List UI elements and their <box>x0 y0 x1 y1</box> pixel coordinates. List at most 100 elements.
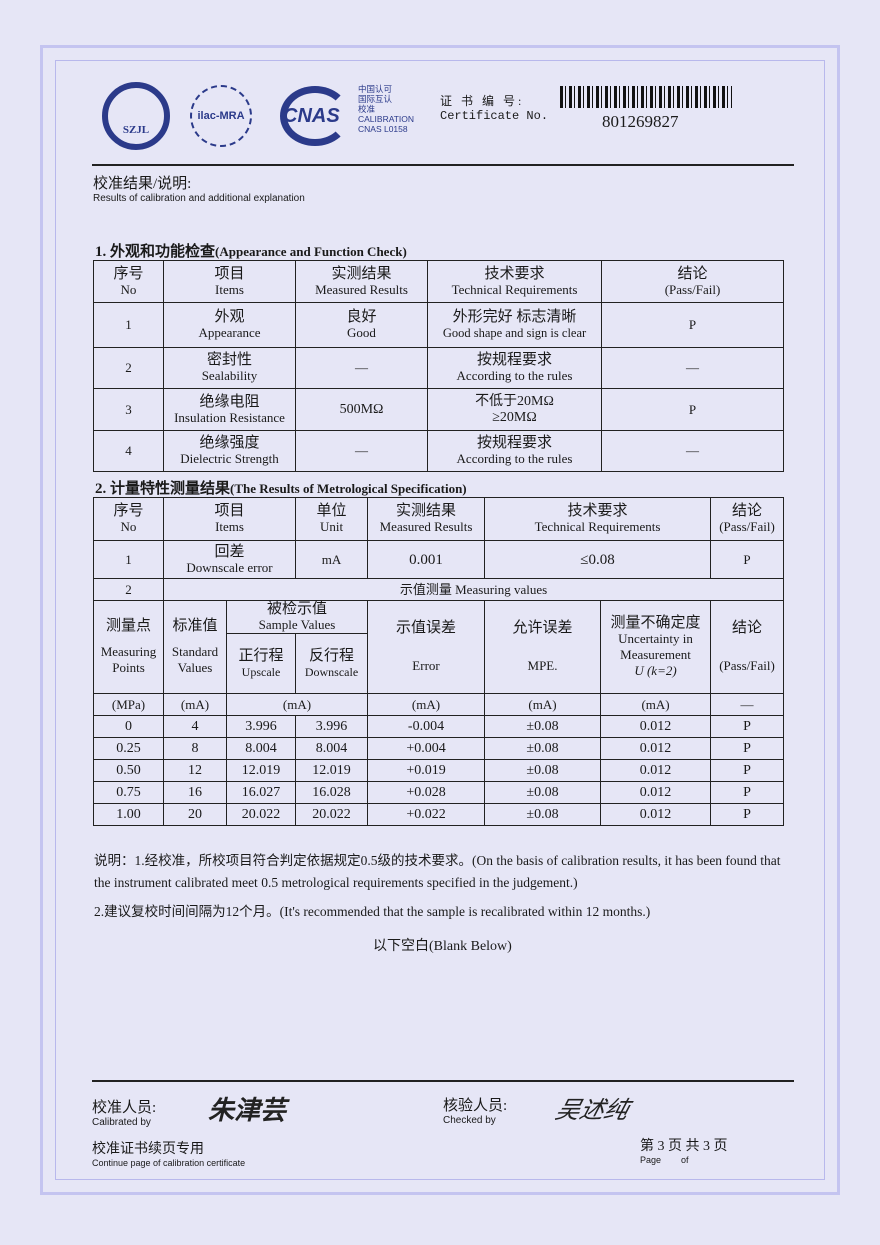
header-cell: 序号 No <box>93 260 164 303</box>
appearance-table: 序号 No 项目 Items 实测结果 Measured Results 技术要求 Te… <box>93 260 784 472</box>
ilac-mra-logo: ilac-MRA <box>190 85 252 147</box>
cell: 回差 Downscale error <box>162 540 297 579</box>
divider <box>92 164 794 166</box>
cell: 0 <box>93 715 164 738</box>
cell: 1 <box>93 302 164 348</box>
decorative-frame-inner <box>55 60 825 1180</box>
cell: P <box>710 781 785 804</box>
cell: 示值测量 Measuring values <box>162 578 785 601</box>
table-row: 2 示值测量 Measuring values <box>93 578 785 601</box>
cell: — <box>710 693 785 716</box>
page-indicator: 第 3 页 共 3 页 Page of <box>640 1139 728 1165</box>
cell: 12.019 <box>295 759 369 782</box>
certificate-number: 801269827 <box>602 112 679 131</box>
cell: ±0.08 <box>484 715 602 738</box>
cell: 0.012 <box>600 803 712 826</box>
header-cell: 正行程 Upscale <box>225 633 297 694</box>
table-row: 0.50 12 12.019 12.019 +0.019 ±0.08 0.012 P <box>93 759 785 782</box>
header-cell: 标准值 Standard Values <box>163 600 227 694</box>
header-cell: 允许误差 MPE. <box>484 600 602 694</box>
divider <box>92 1080 794 1082</box>
cell: 0.012 <box>600 781 712 804</box>
cell: ±0.08 <box>484 737 602 760</box>
header-cell: 结论 (Pass/Fail) <box>601 260 784 303</box>
cell: — <box>295 430 428 472</box>
cell: ±0.08 <box>484 759 602 782</box>
cell: 0.50 <box>93 759 164 782</box>
cell: 绝缘电阻 Insulation Resistance <box>163 388 296 431</box>
decorative-frame <box>40 45 840 1195</box>
cell: 12 <box>163 759 227 782</box>
cell: 2 <box>93 578 164 601</box>
header-cell: 结论 (Pass/Fail) <box>710 497 785 541</box>
metrology-table: 序号 No 项目 Items 单位 Unit 实测结果 Measured Results… <box>93 497 785 826</box>
cell: 0.012 <box>600 715 712 738</box>
cell: (MPa) <box>93 693 164 716</box>
checked-by-label: 核验人员: Checked by <box>443 1098 508 1126</box>
cell: 20.022 <box>295 803 369 826</box>
section2-title: 2. 计量特性测量结果(The Results of Metrological … <box>95 481 467 497</box>
note-2: 2.建议复校时间间隔为12个月。(It's recommended that t… <box>94 904 651 919</box>
cell: 0.001 <box>367 540 486 579</box>
header-cell: 测量不确定度 Uncertainty in Measurement U (k=2) <box>600 600 712 694</box>
cell: ≤0.08 <box>484 540 712 579</box>
header-cell: 实测结果 Measured Results <box>295 260 428 303</box>
section1-title: 1. 外观和功能检查(Appearance and Function Check… <box>95 244 407 260</box>
header-cell: 测量点 Measuring Points <box>93 600 164 694</box>
calibrated-by-label: 校准人员: Calibrated by <box>92 1100 157 1128</box>
cell: ±0.08 <box>484 803 602 826</box>
cell: (mA) <box>225 693 369 716</box>
table-row: 3 绝缘电阻 Insulation Resistance 500MΩ 不低于20M… <box>93 388 784 431</box>
cell: 1.00 <box>93 803 164 826</box>
cell: P <box>710 759 785 782</box>
cell: 良好 Good <box>295 302 428 348</box>
header-cell: 示值误差 Error <box>367 600 486 694</box>
header-cell: 序号 No <box>93 497 164 541</box>
cell: 0.012 <box>600 759 712 782</box>
cell: P <box>710 540 785 579</box>
cell: 8 <box>163 737 227 760</box>
intro-en: Results of calibration and additional ex… <box>93 193 305 204</box>
cell: (mA) <box>367 693 486 716</box>
table-row: 1 回差 Downscale error mA 0.001 ≤0.08 P <box>93 540 785 579</box>
cell: (mA) <box>484 693 602 716</box>
cell: 8.004 <box>295 737 369 760</box>
cell: ±0.08 <box>484 781 602 804</box>
table-row: 1 外观 Appearance 良好 Good 外形完好 标志清晰 Good shap… <box>93 302 784 348</box>
cell: — <box>601 347 784 389</box>
cnas-logo: CNAS <box>280 86 350 146</box>
cell: 绝缘强度 Dielectric Strength <box>163 430 296 472</box>
cell: 0.75 <box>93 781 164 804</box>
header-cell: 单位 Unit <box>295 497 369 541</box>
cell: 16 <box>163 781 227 804</box>
cell: mA <box>295 540 369 579</box>
cell: 500MΩ <box>295 388 428 431</box>
cell: 12.019 <box>225 759 297 782</box>
table-row: 2 密封性 Sealability — 按规程要求 According to the… <box>93 347 784 389</box>
checker-signature: 吴述纯 <box>552 1098 632 1124</box>
cell: 8.004 <box>225 737 297 760</box>
cell: 外形完好 标志清晰 Good shape and sign is clear <box>427 302 602 348</box>
cell: P <box>601 388 784 431</box>
cell: 0.25 <box>93 737 164 760</box>
cell: +0.004 <box>367 737 486 760</box>
header-cell: 技术要求 Technical Requirements <box>484 497 712 541</box>
cell: 1 <box>93 540 164 579</box>
header-cell: 技术要求 Technical Requirements <box>427 260 602 303</box>
table-row: 4 绝缘强度 Dielectric Strength — 按规程要求 Accordi… <box>93 430 784 472</box>
cell: 不低于20MΩ ≥20MΩ <box>427 388 602 431</box>
cell: -0.004 <box>367 715 486 738</box>
header-cell: 实测结果 Measured Results <box>367 497 486 541</box>
cell: (mA) <box>600 693 712 716</box>
barcode <box>560 86 732 108</box>
cell: — <box>295 347 428 389</box>
cell: 20.022 <box>225 803 297 826</box>
cell: 4 <box>93 430 164 472</box>
cell: 3.996 <box>295 715 369 738</box>
table-row: 1.00 20 20.022 20.022 +0.022 ±0.08 0.012 P <box>93 803 785 826</box>
note-1: 说明：1.经校准，所校项目符合判定依据规定0.5级的技术要求。(On the b… <box>94 853 781 890</box>
cell: P <box>601 302 784 348</box>
header-cell: 被检示值 Sample Values <box>225 600 369 634</box>
cell: 4 <box>163 715 227 738</box>
header-cell: 反行程 Downscale <box>295 633 369 694</box>
